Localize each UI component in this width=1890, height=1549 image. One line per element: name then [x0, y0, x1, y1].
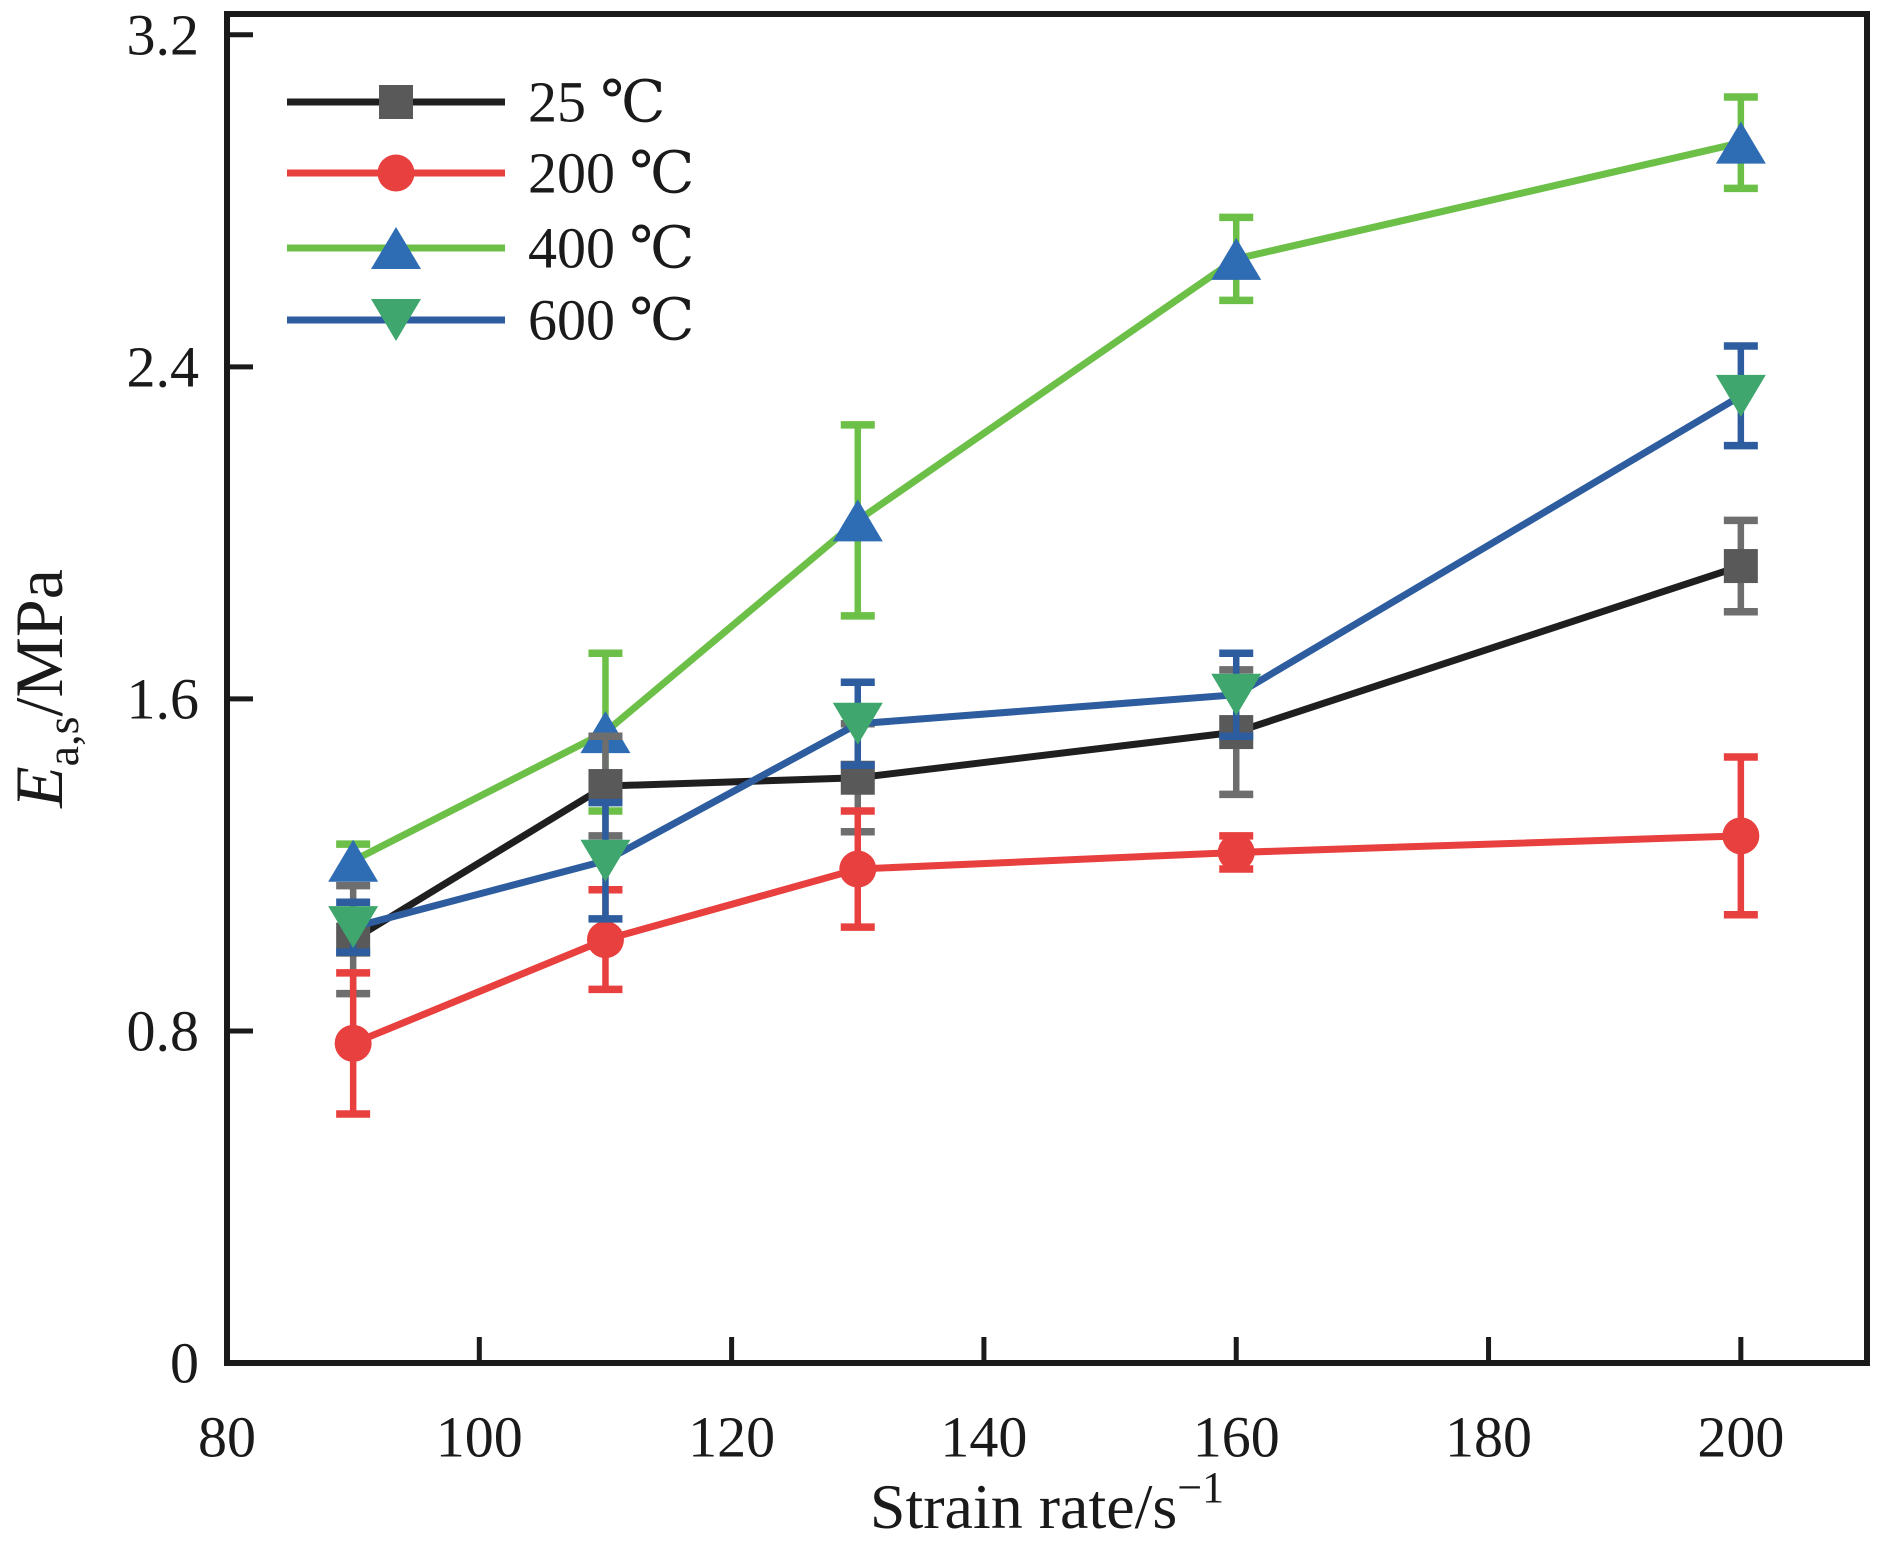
- legend-label: 25 ℃: [528, 70, 665, 135]
- y-tick-label: 3.2: [127, 2, 200, 67]
- data-point-marker: [1715, 374, 1766, 417]
- data-point-marker: [371, 299, 421, 341]
- y-tick-label: 1.6: [127, 666, 200, 731]
- data-point-marker: [832, 499, 883, 542]
- y-tick-label: 0: [170, 1331, 199, 1396]
- x-tick-label: 100: [436, 1405, 523, 1470]
- legend-entry-25: 25 ℃: [287, 70, 665, 135]
- plot-border: [224, 11, 1870, 1366]
- data-point-marker: [1715, 121, 1766, 164]
- data-point-marker: [371, 227, 421, 269]
- x-axis-title: Strain rate/s−1: [870, 1463, 1224, 1542]
- y-axis-title-unit: /MPa: [1, 569, 77, 716]
- x-tick-label: 160: [1193, 1405, 1280, 1470]
- y-tick-label: 2.4: [127, 334, 200, 399]
- x-tick-label: 180: [1445, 1405, 1532, 1470]
- series-200: [334, 753, 1760, 1118]
- data-point-marker: [334, 1024, 372, 1062]
- data-point-marker: [580, 839, 631, 882]
- data-point-marker: [1211, 673, 1262, 716]
- data-point-marker: [580, 711, 631, 754]
- data-point-marker: [328, 839, 379, 882]
- x-tick-label: 80: [198, 1405, 256, 1470]
- data-point-marker: [588, 769, 623, 804]
- y-axis-title-subscript: a,s: [37, 716, 88, 766]
- legend-entry-200: 200 ℃: [287, 141, 694, 206]
- x-tick-label: 120: [688, 1405, 775, 1470]
- x-tick-label: 200: [1697, 1405, 1784, 1470]
- series-line: [351, 832, 1741, 1047]
- x-tick-label: 140: [940, 1405, 1027, 1470]
- data-point-marker: [586, 921, 624, 959]
- data-point-marker: [379, 85, 413, 119]
- series-line: [352, 392, 1743, 931]
- data-point-marker: [1211, 237, 1262, 280]
- data-point-marker: [1722, 817, 1760, 855]
- y-axis-title: Ea,s/MPa: [1, 569, 88, 809]
- series-400: [328, 93, 1766, 882]
- data-point-marker: [328, 906, 379, 949]
- series-600: [328, 342, 1766, 956]
- legend-label: 600 ℃: [528, 288, 694, 353]
- legend-entry-400: 400 ℃: [287, 216, 694, 281]
- data-point-marker: [832, 702, 883, 745]
- data-point-marker: [1723, 549, 1758, 584]
- y-axis-title-symbol: E: [1, 766, 77, 809]
- legend-entry-600: 600 ℃: [287, 288, 694, 353]
- y-tick-label: 0.8: [127, 998, 200, 1063]
- data-point-marker: [377, 154, 415, 192]
- x-axis-title-superscript: −1: [1177, 1463, 1224, 1512]
- legend-label: 200 ℃: [528, 141, 694, 206]
- data-point-marker: [839, 850, 877, 888]
- data-point-marker: [1217, 833, 1255, 871]
- axes-ticks: 80 100 120 140 160 180 200 0 0.8 1.6 2.4 3.2: [127, 2, 1785, 1469]
- legend-label: 400 ℃: [528, 216, 694, 281]
